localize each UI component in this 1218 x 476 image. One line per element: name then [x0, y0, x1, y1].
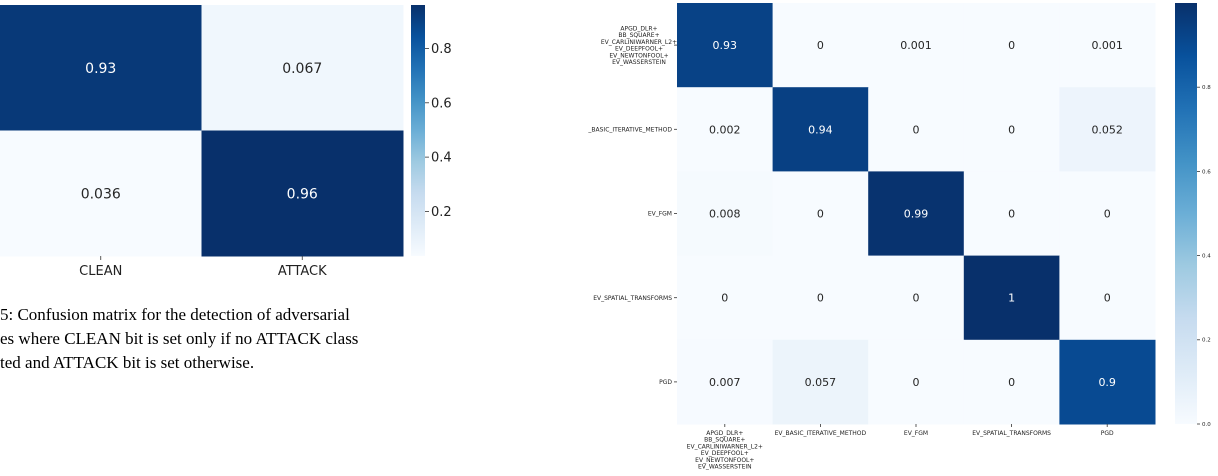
- heatmap-cell: [868, 255, 965, 341]
- cell-value-label: 0: [913, 376, 920, 389]
- column-label: EV_SPATIAL_TRANSFORMS: [972, 430, 1051, 437]
- cell-value-label: 0: [913, 123, 920, 136]
- cell-value-label: 0.96: [287, 186, 318, 202]
- cell-value-label: 0.002: [709, 123, 741, 136]
- column-label: PGD: [1101, 430, 1114, 437]
- cell-value-label: 0.9: [1098, 376, 1116, 389]
- column-label: APGD_DLR+ BB_SQUARE+ EV_CARLINIWARNER_L2+ E…: [687, 430, 763, 471]
- colorbar-tick-label: 0.6: [1202, 169, 1211, 175]
- heatmap-cell: [772, 255, 869, 341]
- row-label: APGD_DLR+ BB_SQUARE+ EV_CARLINIWARNER_L2+ E…: [601, 25, 677, 65]
- heatmap-cell: [677, 339, 774, 425]
- cell-value-label: 0.99: [904, 207, 929, 220]
- cell-value-label: 0: [913, 292, 920, 305]
- heatmap-cell: [963, 255, 1060, 341]
- cell-value-label: 0: [1008, 123, 1015, 136]
- colorbar-tick-label: 0.0: [1202, 422, 1211, 428]
- row-label: PGD: [659, 379, 672, 386]
- colorbar-tick-label: 0.8: [1202, 85, 1211, 91]
- colorbar: [1175, 3, 1197, 424]
- heatmap-cell: [868, 171, 965, 257]
- heatmap-cell: [677, 3, 774, 88]
- row-label: EV_FGM: [648, 211, 672, 218]
- heatmap-cell: [0, 130, 202, 257]
- heatmap-cell: [772, 339, 869, 425]
- cell-value-label: 0.94: [808, 123, 833, 136]
- column-label: CLEAN: [79, 264, 122, 279]
- colorbar: [411, 5, 425, 256]
- cell-value-label: 0: [1008, 376, 1015, 389]
- column-label: ATTACK: [278, 264, 327, 279]
- cell-value-label: 1: [1008, 292, 1015, 305]
- heatmap-cell: [868, 3, 965, 88]
- heatmap-cell: [772, 3, 869, 88]
- cell-value-label: 0.067: [282, 61, 322, 77]
- binary-confusion-matrix: 0.930.0670.0360.96CLEANATTACKCLEANATTACK…: [0, 5, 452, 279]
- cell-value-label: 0: [817, 292, 824, 305]
- heatmap-cell: [963, 87, 1060, 172]
- colorbar-tick-label: 0.2: [431, 205, 452, 220]
- heatmap-cell: [677, 255, 774, 341]
- cell-value-label: 0: [1008, 39, 1015, 52]
- colorbar-tick-label: 0.8: [431, 42, 452, 57]
- heatmap-cell: [772, 171, 869, 257]
- cell-value-label: 0.93: [85, 61, 116, 77]
- heatmap-cell: [963, 339, 1060, 425]
- cell-value-label: 0.93: [713, 39, 738, 52]
- heatmap-cell: [868, 87, 965, 172]
- heatmap-cell: [1059, 255, 1156, 341]
- heatmap-cell: [963, 171, 1060, 257]
- cell-value-label: 0.007: [709, 376, 741, 389]
- cell-value-label: 0.052: [1091, 123, 1123, 136]
- heatmap-cell: [868, 339, 965, 425]
- cell-value-label: 0: [817, 39, 824, 52]
- heatmap-cell: [772, 87, 869, 172]
- column-label: EV_BASIC_ITERATIVE_METHOD: [775, 430, 867, 437]
- cell-value-label: 0: [1008, 207, 1015, 220]
- heatmap-cell: [1059, 3, 1156, 88]
- colorbar-tick-label: 0.4: [1202, 254, 1211, 260]
- heatmap-cell: [1059, 87, 1156, 172]
- colorbar-tick-label: 0.2: [1202, 338, 1211, 344]
- cell-value-label: 0.001: [900, 39, 932, 52]
- heatmap-cell: [963, 3, 1060, 88]
- cell-value-label: 0: [1104, 207, 1111, 220]
- heatmap-cell: [1059, 339, 1156, 425]
- cell-value-label: 0.001: [1091, 39, 1123, 52]
- heatmap-cell: [1059, 171, 1156, 257]
- cell-value-label: 0.057: [805, 376, 837, 389]
- cell-value-label: 0: [1104, 292, 1111, 305]
- row-label: _BASIC_ITERATIVE_METHOD: [587, 126, 672, 133]
- cell-value-label: 0: [817, 207, 824, 220]
- colorbar-tick-label: 0.6: [431, 96, 452, 111]
- cell-value-label: 0.036: [81, 186, 121, 202]
- heatmap-cell: [677, 87, 774, 172]
- column-label: EV_FGM: [904, 430, 928, 437]
- row-label: EV_SPATIAL_TRANSFORMS: [593, 295, 672, 302]
- cell-value-label: 0: [721, 292, 728, 305]
- heatmap-cell: [677, 171, 774, 257]
- figure-caption: 5: Confusion matrix for the detection of…: [0, 305, 359, 372]
- heatmap-cell: [201, 5, 404, 131]
- colorbar-tick-label: 0.4: [431, 151, 452, 166]
- heatmap-cell: [0, 5, 202, 131]
- heatmap-cell: [201, 130, 404, 257]
- cell-value-label: 0.008: [709, 207, 741, 220]
